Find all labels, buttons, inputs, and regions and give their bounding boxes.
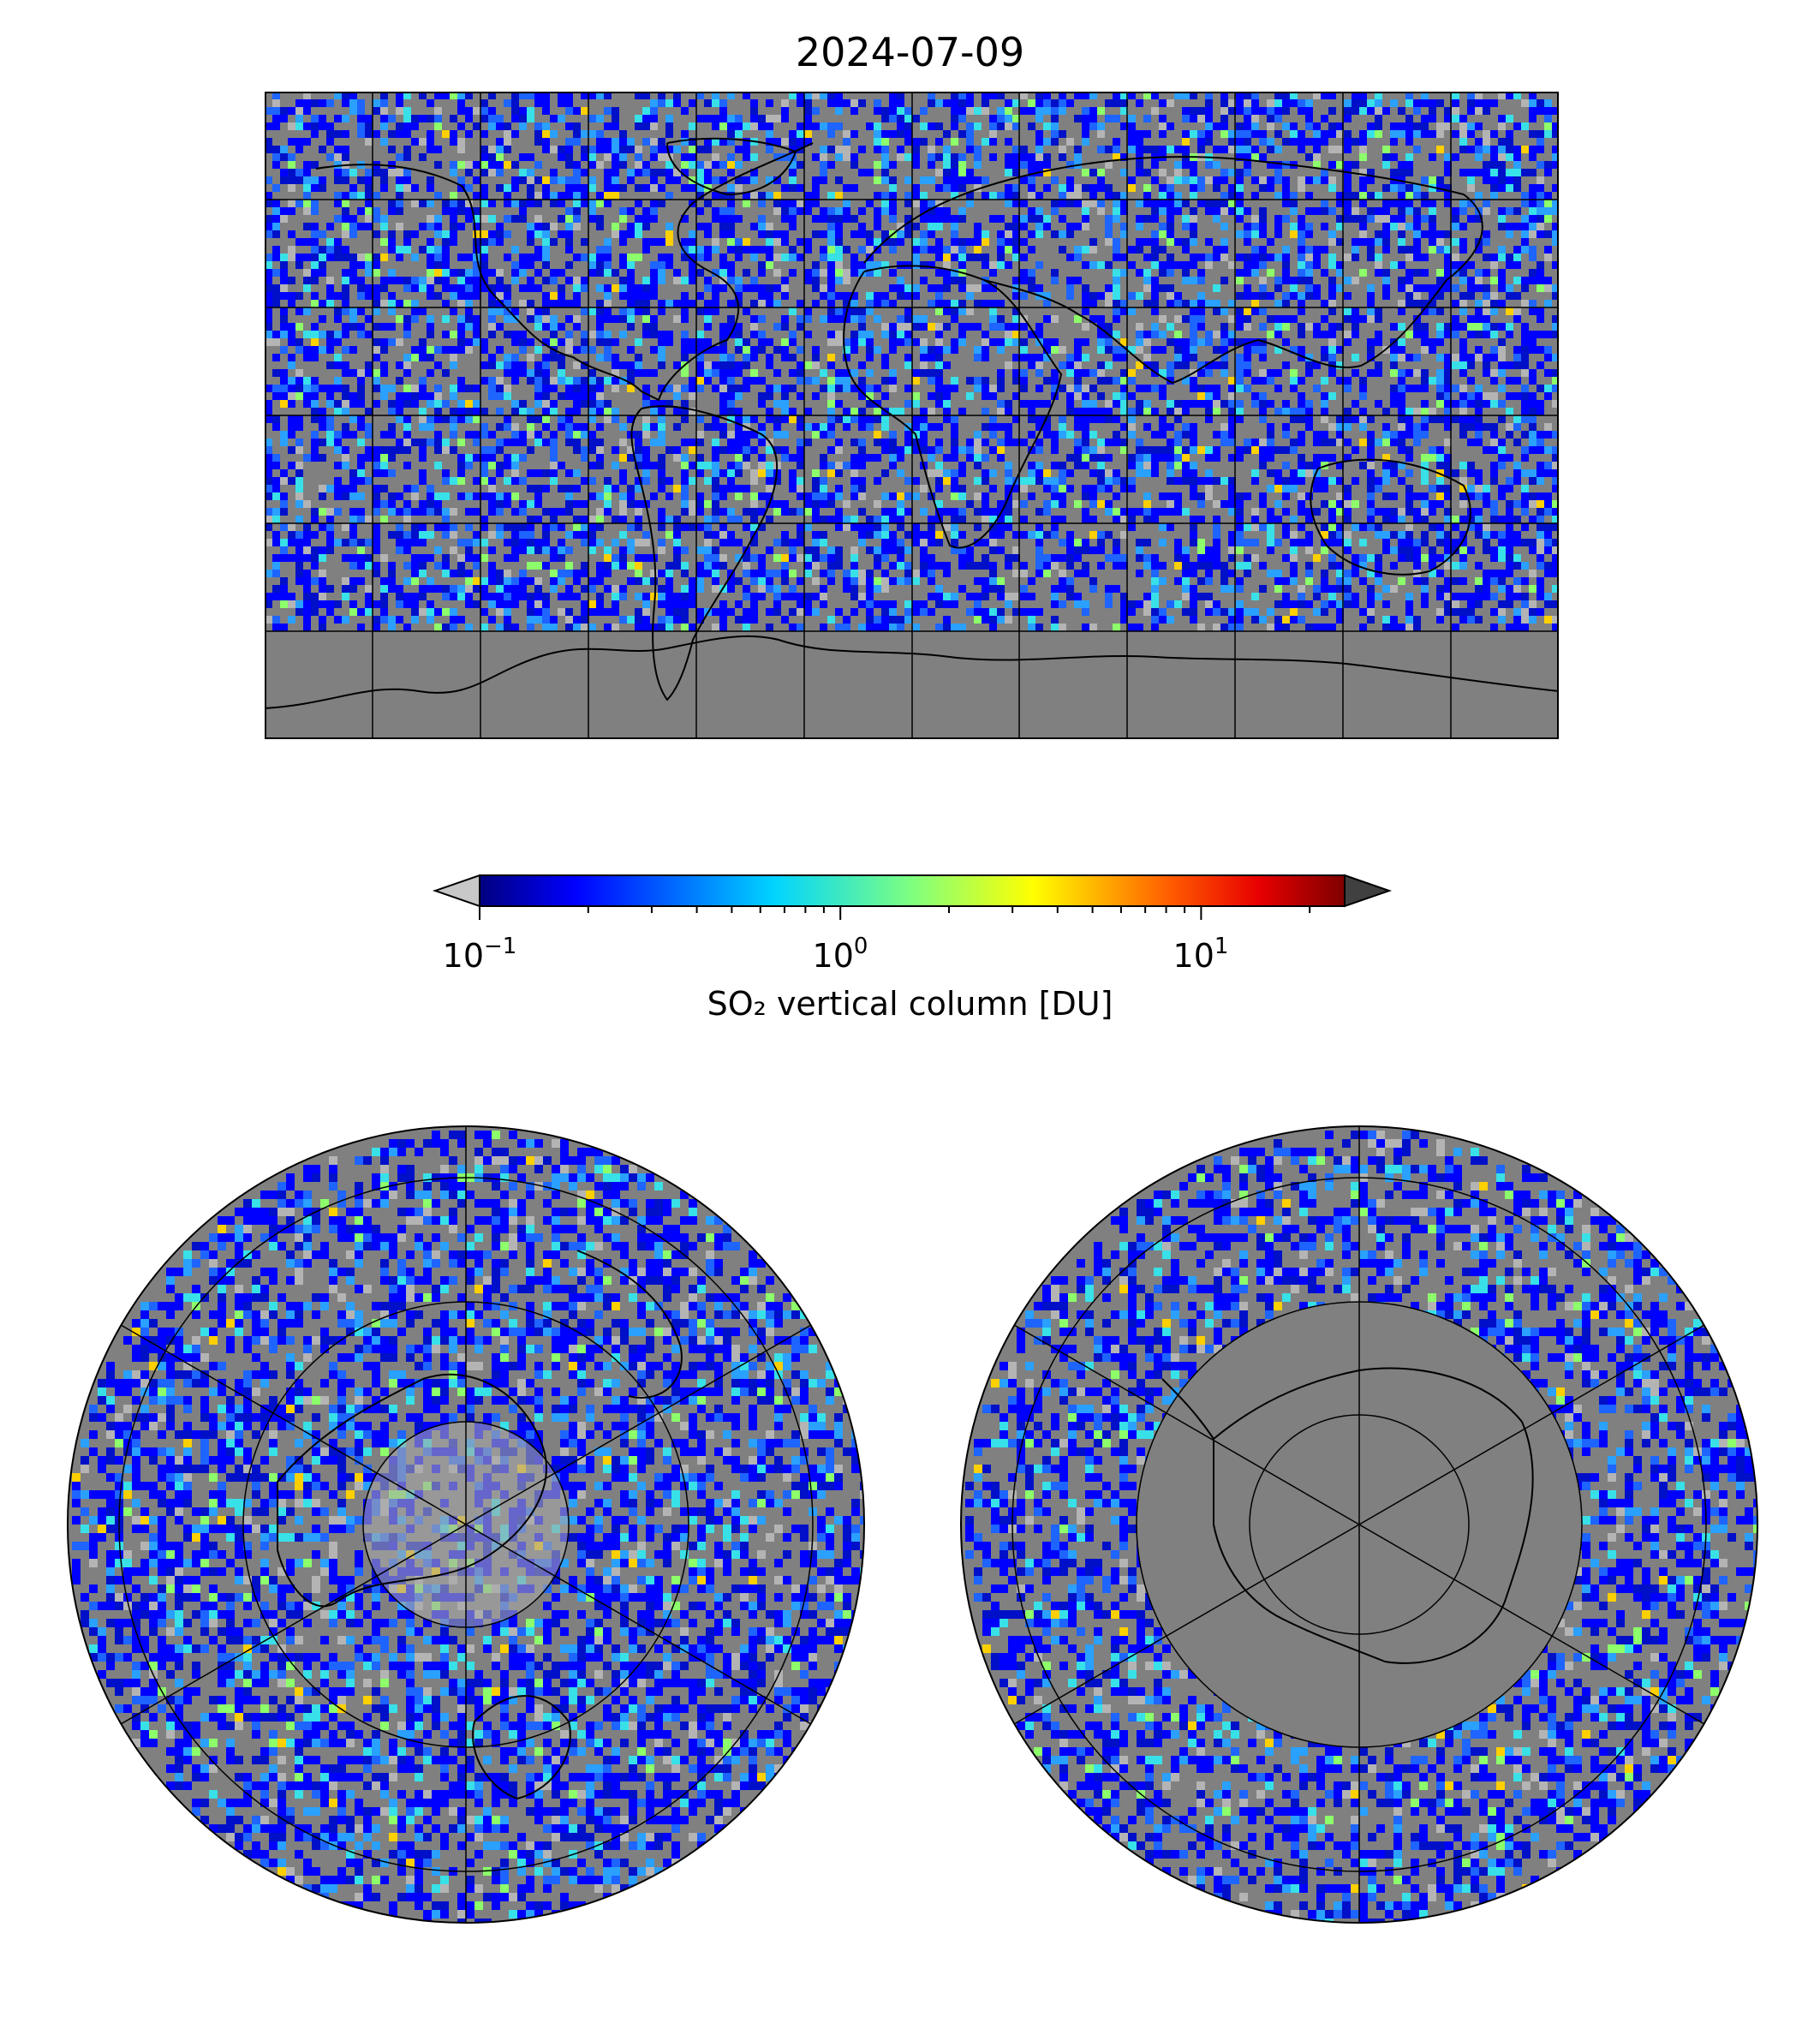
figure-title: 2024-07-09: [795, 29, 1025, 75]
colorbar-frame: [479, 874, 1346, 907]
coast-south-america: [630, 405, 779, 701]
colorbar-tick-label-1: 100: [812, 934, 868, 975]
colorbar-over-triangle: [1344, 874, 1393, 908]
south-gridlines: [1011, 1126, 1707, 1923]
south-frame: [960, 1125, 1758, 1924]
colorbar-tick-label-0: 10−1: [442, 934, 517, 975]
coast-greenland: [666, 137, 797, 196]
map-frame: [265, 92, 1559, 739]
colorbar-gradient: [480, 875, 1345, 906]
south-polar-svg: [960, 1125, 1758, 1924]
north-frame: [67, 1125, 865, 1924]
coast-australia: [1310, 458, 1471, 576]
north-polar-svg: [67, 1125, 865, 1924]
coast-north-america: [315, 142, 814, 402]
south-polar-map: [957, 1122, 1762, 1927]
coastlines: [265, 137, 1559, 709]
coast-africa: [843, 265, 1063, 549]
coast-eurasia: [863, 156, 1483, 385]
north-gridlines: [118, 1126, 814, 1923]
north-coastlines: [277, 1250, 683, 1800]
so2-data-layer: [265, 92, 1559, 631]
colorbar-tick-label-2: 101: [1173, 934, 1229, 975]
global-map-svg: [265, 92, 1559, 739]
colorbar-label: SO₂ vertical column [DU]: [707, 985, 1113, 1023]
global-map: [265, 92, 1559, 739]
colorbar-under-triangle: [432, 874, 480, 908]
colorbar-svg: [432, 874, 1393, 920]
gridlines: [265, 92, 1559, 739]
colorbar-ticks: [479, 906, 1311, 920]
coast-antarctica: [265, 635, 1559, 709]
colorbar: [428, 865, 1396, 1036]
north-polar-map: [63, 1122, 868, 1927]
